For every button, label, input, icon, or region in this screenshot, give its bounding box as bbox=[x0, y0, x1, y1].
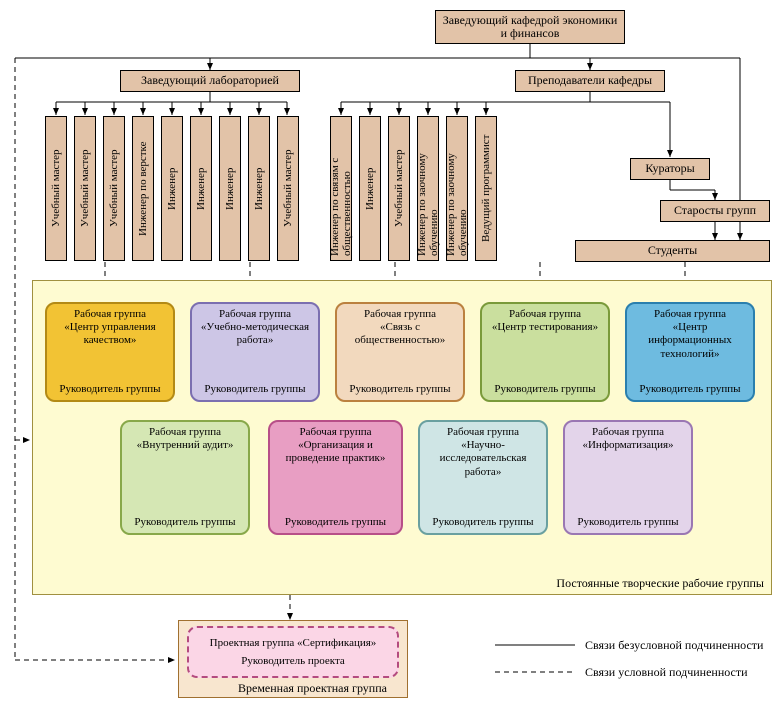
wg-label: Рабочая группа bbox=[74, 308, 146, 320]
wg-edu-method: Рабочая группа«Учебно-методическая работ… bbox=[190, 302, 320, 402]
teachers-box: Преподаватели кафедры bbox=[515, 70, 665, 92]
teach-bar-4: Инженер по заочному обучению bbox=[446, 116, 468, 261]
lab-bar-2: Учебный мастер bbox=[103, 116, 125, 261]
lab-bar-4: Инженер bbox=[161, 116, 183, 261]
wg-leader: Руководитель группы bbox=[50, 383, 170, 396]
teach-bar-2: Учебный мастер bbox=[388, 116, 410, 261]
wg-name: «Центр управления качеством» bbox=[64, 321, 155, 346]
wg-research: Рабочая группа«Научно-исследовательская … bbox=[418, 420, 548, 535]
wg-it-center: Рабочая группа«Центр информационных техн… bbox=[625, 302, 755, 402]
teach-bar-1: Инженер bbox=[359, 116, 381, 261]
lab-bar-0: Учебный мастер bbox=[45, 116, 67, 261]
lab-bar-7: Инженер bbox=[248, 116, 270, 261]
lab-bar-5: Инженер bbox=[190, 116, 212, 261]
lab-head-box: Заведующий лабораторией bbox=[120, 70, 300, 92]
legend-dashed: Связи условной подчиненности bbox=[585, 665, 748, 680]
wg-internal-audit: Рабочая группа«Внутренний аудит» Руковод… bbox=[120, 420, 250, 535]
teach-bar-5: Ведущий программист bbox=[475, 116, 497, 261]
curators-box: Кураторы bbox=[630, 158, 710, 180]
lab-bar-6: Инженер bbox=[219, 116, 241, 261]
wg-public-relations: Рабочая группа«Связь с общественностью» … bbox=[335, 302, 465, 402]
group-leaders-box: Старосты групп bbox=[660, 200, 770, 222]
teach-bar-0: Инженер по связям с общественностью bbox=[330, 116, 352, 261]
lab-bar-1: Учебный мастер bbox=[74, 116, 96, 261]
project-title: Проектная группа «Сертификация» bbox=[195, 636, 391, 650]
lab-bar-8: Учебный мастер bbox=[277, 116, 299, 261]
legend-solid: Связи безусловной подчиненности bbox=[585, 638, 763, 653]
wg-testing-center: Рабочая группа«Центр тестирования» Руков… bbox=[480, 302, 610, 402]
wg-practice-org: Рабочая группа«Организация и проведение … bbox=[268, 420, 403, 535]
project-leader: Руководитель проекта bbox=[195, 654, 391, 668]
panel-caption: Постоянные творческие рабочие группы bbox=[556, 576, 764, 591]
project-outer-caption: Временная проектная группа bbox=[238, 681, 387, 696]
head-dept-box: Заведующий кафедрой экономики и финансов bbox=[435, 10, 625, 44]
project-inner: Проектная группа «Сертификация» Руководи… bbox=[187, 626, 399, 678]
teach-bar-3: Инженер по заочному обучению bbox=[417, 116, 439, 261]
lab-bar-3: Инженер по верстке bbox=[132, 116, 154, 261]
wg-quality-center: Рабочая группа«Центр управления качество… bbox=[45, 302, 175, 402]
wg-informatization: Рабочая группа«Информатизация» Руководит… bbox=[563, 420, 693, 535]
students-box: Студенты bbox=[575, 240, 770, 262]
